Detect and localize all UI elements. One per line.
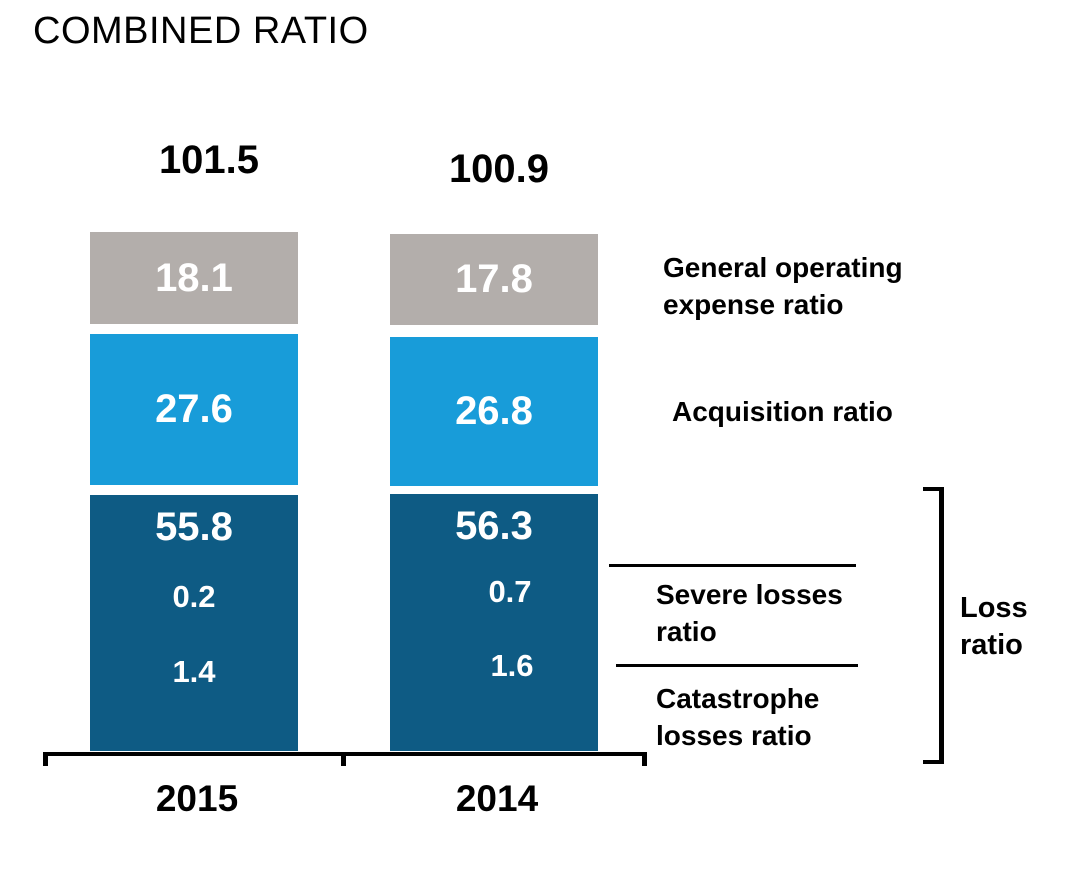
segment-loss-ratio-2014: 56.3 0.7 1.6 (390, 494, 598, 751)
label-catastrophe-losses-ratio: Catastrophe losses ratio (656, 683, 820, 751)
chart-title: COMBINED RATIO (33, 10, 369, 52)
label-loss-ratio: Loss ratio (960, 592, 1028, 661)
value-acquisition-2015: 27.6 (155, 387, 233, 431)
segment-loss-ratio-2015: 55.8 0.2 1.4 (90, 495, 298, 751)
loss-ratio-bracket (923, 487, 944, 764)
total-label-2015: 101.5 (158, 138, 260, 182)
value-general-expense-2014: 17.8 (455, 257, 533, 301)
total-label-2014: 100.9 (448, 147, 550, 191)
label-severe-losses-ratio: Severe losses ratio (656, 579, 843, 647)
category-label-2015: 2015 (155, 778, 239, 819)
value-loss-ratio-2014: 56.3 (455, 504, 533, 548)
value-acquisition-2014: 26.8 (455, 389, 533, 433)
segment-acquisition-2014: 26.8 (390, 337, 598, 486)
segment-general-expense-2014: 17.8 (390, 234, 598, 325)
label-acquisition-ratio: Acquisition ratio (672, 396, 893, 427)
segment-general-expense-2015: 18.1 (90, 232, 298, 324)
x-axis-tick-right (642, 752, 647, 766)
value-general-expense-2015: 18.1 (155, 255, 233, 300)
category-label-2014: 2014 (455, 778, 539, 819)
value-loss-ratio-2015: 55.8 (155, 505, 233, 549)
value-severe-losses-2015: 0.2 (172, 579, 216, 614)
x-axis-tick-left (43, 752, 48, 766)
value-catastrophe-losses-2014: 1.6 (490, 648, 534, 683)
x-axis-tick-middle (341, 752, 346, 766)
leader-line-catastrophe-losses (616, 664, 858, 667)
value-catastrophe-losses-2015: 1.4 (172, 654, 216, 689)
leader-line-severe-losses (609, 564, 856, 567)
segment-acquisition-2015: 27.6 (90, 334, 298, 485)
label-general-operating-expense-ratio: General operating expense ratio (663, 252, 903, 320)
value-severe-losses-2014: 0.7 (488, 574, 532, 609)
